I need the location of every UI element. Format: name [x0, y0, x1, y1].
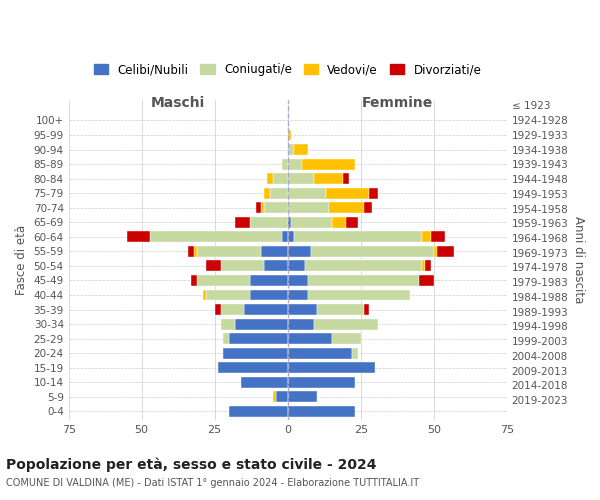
Bar	[425, 260, 431, 272]
Bar	[188, 246, 194, 257]
Bar	[326, 188, 370, 198]
Bar	[419, 275, 434, 286]
Bar	[308, 290, 410, 300]
Legend: Celibi/Nubili, Coniugati/e, Vedovi/e, Divorziati/e: Celibi/Nubili, Coniugati/e, Vedovi/e, Di…	[89, 58, 486, 81]
Bar	[287, 406, 355, 417]
Bar	[287, 144, 293, 155]
Bar	[282, 232, 287, 242]
Bar	[287, 348, 352, 358]
Bar	[314, 318, 378, 330]
Bar	[273, 392, 276, 402]
Bar	[206, 260, 221, 272]
Bar	[229, 406, 287, 417]
Bar	[331, 333, 361, 344]
Bar	[364, 202, 373, 213]
Bar	[343, 173, 349, 184]
Bar	[311, 246, 434, 257]
Bar	[434, 246, 437, 257]
Bar	[287, 246, 311, 257]
Bar	[206, 290, 250, 300]
Bar	[250, 217, 287, 228]
Bar	[221, 318, 235, 330]
Bar	[287, 158, 302, 170]
Bar	[287, 290, 308, 300]
Bar	[287, 232, 293, 242]
Bar	[287, 202, 329, 213]
Bar	[287, 362, 376, 373]
Bar	[262, 202, 265, 213]
Bar	[221, 304, 244, 315]
Bar	[287, 392, 317, 402]
Bar	[329, 202, 364, 213]
Bar	[287, 333, 331, 344]
Bar	[287, 217, 290, 228]
Bar	[273, 173, 287, 184]
Text: Popolazione per età, sesso e stato civile - 2024: Popolazione per età, sesso e stato civil…	[6, 458, 377, 472]
Bar	[241, 377, 287, 388]
Bar	[346, 217, 358, 228]
Bar	[287, 188, 326, 198]
Bar	[287, 173, 314, 184]
Bar	[287, 130, 290, 140]
Bar	[151, 232, 282, 242]
Bar	[265, 260, 287, 272]
Bar	[287, 318, 314, 330]
Text: Femmine: Femmine	[362, 96, 433, 110]
Bar	[191, 275, 197, 286]
Bar	[364, 304, 370, 315]
Text: COMUNE DI VALDINA (ME) - Dati ISTAT 1° gennaio 2024 - Elaborazione TUTTITALIA.IT: COMUNE DI VALDINA (ME) - Dati ISTAT 1° g…	[6, 478, 419, 488]
Bar	[422, 232, 431, 242]
Bar	[431, 232, 445, 242]
Y-axis label: Fasce di età: Fasce di età	[15, 225, 28, 295]
Bar	[290, 217, 332, 228]
Bar	[197, 246, 262, 257]
Bar	[270, 188, 287, 198]
Bar	[197, 275, 250, 286]
Bar	[215, 304, 221, 315]
Bar	[194, 246, 197, 257]
Bar	[287, 304, 317, 315]
Bar	[256, 202, 262, 213]
Y-axis label: Anni di nascita: Anni di nascita	[572, 216, 585, 304]
Bar	[203, 290, 206, 300]
Bar	[308, 275, 419, 286]
Bar	[331, 217, 346, 228]
Bar	[282, 158, 287, 170]
Bar	[127, 232, 151, 242]
Bar	[262, 246, 287, 257]
Bar	[221, 260, 265, 272]
Bar	[305, 260, 422, 272]
Bar	[422, 260, 425, 272]
Bar	[293, 232, 422, 242]
Bar	[437, 246, 454, 257]
Bar	[244, 304, 287, 315]
Bar	[314, 173, 343, 184]
Bar	[276, 392, 287, 402]
Bar	[223, 348, 287, 358]
Bar	[218, 362, 287, 373]
Bar	[287, 260, 305, 272]
Bar	[302, 158, 355, 170]
Text: Maschi: Maschi	[151, 96, 205, 110]
Bar	[287, 275, 308, 286]
Bar	[235, 217, 250, 228]
Bar	[265, 202, 287, 213]
Bar	[267, 173, 273, 184]
Bar	[352, 348, 358, 358]
Bar	[235, 318, 287, 330]
Bar	[293, 144, 308, 155]
Bar	[223, 333, 229, 344]
Bar	[229, 333, 287, 344]
Bar	[250, 275, 287, 286]
Bar	[287, 377, 355, 388]
Bar	[250, 290, 287, 300]
Bar	[317, 304, 364, 315]
Bar	[370, 188, 378, 198]
Bar	[265, 188, 270, 198]
